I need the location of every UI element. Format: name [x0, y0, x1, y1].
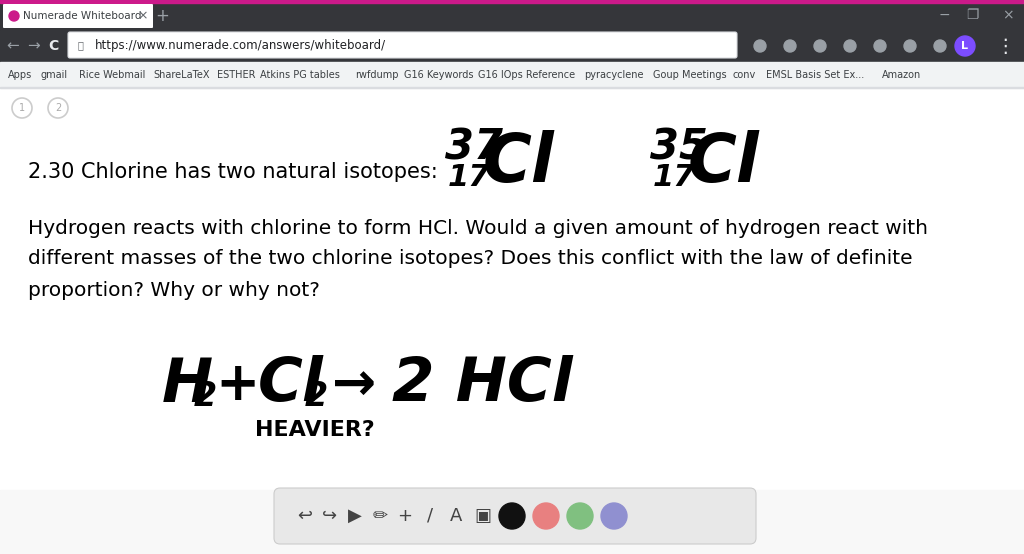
Text: ↪: ↪	[323, 507, 338, 525]
Text: Amazon: Amazon	[882, 70, 921, 80]
Text: gmail: gmail	[41, 70, 68, 80]
Text: 2 HCl: 2 HCl	[392, 356, 572, 414]
Bar	[0, 0, 1024, 30]
Text: H: H	[162, 356, 213, 414]
Text: L: L	[962, 41, 969, 51]
Text: −: −	[938, 8, 950, 22]
Circle shape	[567, 503, 593, 529]
FancyBboxPatch shape	[3, 4, 153, 28]
Text: Goup Meetings: Goup Meetings	[653, 70, 727, 80]
Circle shape	[784, 40, 796, 52]
Circle shape	[534, 503, 559, 529]
Bar	[0, 0, 1024, 3]
Text: https://www.numerade.com/answers/whiteboard/: https://www.numerade.com/answers/whitebo…	[95, 38, 386, 52]
Text: +: +	[215, 359, 259, 411]
Circle shape	[814, 40, 826, 52]
Bar	[0, 87, 1024, 88]
Text: Cl: Cl	[483, 130, 555, 196]
Text: HEAVIER?: HEAVIER?	[255, 420, 375, 440]
Text: Cl: Cl	[688, 130, 760, 196]
Circle shape	[955, 36, 975, 56]
Bar	[0, 30, 1024, 62]
Text: Hydrogen reacts with chlorine to form HCl. Would a given amount of hydrogen reac: Hydrogen reacts with chlorine to form HC…	[28, 218, 928, 238]
Text: ✏: ✏	[373, 507, 387, 525]
Text: 35: 35	[650, 127, 708, 169]
FancyBboxPatch shape	[68, 32, 737, 58]
Circle shape	[874, 40, 886, 52]
Text: ↩: ↩	[297, 507, 312, 525]
Circle shape	[499, 503, 525, 529]
Text: Atkins PG tables: Atkins PG tables	[260, 70, 340, 80]
Bar	[0, 62, 1024, 88]
Text: →: →	[332, 359, 376, 411]
FancyBboxPatch shape	[274, 488, 756, 544]
Text: Rice Webmail: Rice Webmail	[79, 70, 145, 80]
Bar	[0, 88, 1024, 490]
Text: +: +	[397, 507, 413, 525]
Text: ▶: ▶	[348, 507, 361, 525]
Text: proportion? Why or why not?: proportion? Why or why not?	[28, 280, 319, 300]
Text: Numerade Whiteboard: Numerade Whiteboard	[23, 11, 141, 21]
Text: →: →	[27, 38, 39, 54]
Text: 2: 2	[55, 103, 61, 113]
Text: 2.30 Chlorine has two natural isotopes:: 2.30 Chlorine has two natural isotopes:	[28, 162, 437, 182]
Text: ⋮: ⋮	[995, 37, 1015, 55]
Text: 17: 17	[449, 163, 490, 192]
Text: ▣: ▣	[474, 507, 492, 525]
Text: 17: 17	[653, 163, 695, 192]
Circle shape	[754, 40, 766, 52]
Text: different masses of the two chlorine isotopes? Does this conflict with the law o: different masses of the two chlorine iso…	[28, 249, 912, 268]
Text: A: A	[450, 507, 462, 525]
Text: Apps: Apps	[8, 70, 32, 80]
Text: pyracyclene: pyracyclene	[584, 70, 643, 80]
Circle shape	[934, 40, 946, 52]
Text: /: /	[427, 507, 433, 525]
Text: 37: 37	[445, 127, 503, 169]
Circle shape	[9, 11, 19, 21]
Text: Cl: Cl	[258, 356, 324, 414]
Text: rwfdump: rwfdump	[355, 70, 399, 80]
Text: +: +	[155, 7, 169, 25]
Text: conv: conv	[733, 70, 756, 80]
Circle shape	[844, 40, 856, 52]
Text: ←: ←	[6, 38, 19, 54]
Text: G16 IOps Reference: G16 IOps Reference	[478, 70, 575, 80]
Text: C: C	[48, 39, 58, 53]
Text: ×: ×	[1002, 8, 1014, 22]
Bar	[0, 490, 1024, 554]
Text: 1: 1	[18, 103, 25, 113]
Circle shape	[904, 40, 916, 52]
Text: ShareLaTeX: ShareLaTeX	[154, 70, 210, 80]
Circle shape	[601, 503, 627, 529]
Text: ESTHER: ESTHER	[217, 70, 256, 80]
Text: EMSL Basis Set Ex...: EMSL Basis Set Ex...	[766, 70, 864, 80]
Text: 2: 2	[305, 381, 329, 413]
Text: ❐: ❐	[966, 8, 978, 22]
Text: 2: 2	[194, 381, 217, 413]
Text: ×: ×	[138, 9, 148, 23]
Text: G16 Keywords: G16 Keywords	[404, 70, 473, 80]
Text: 🔒: 🔒	[77, 40, 83, 50]
